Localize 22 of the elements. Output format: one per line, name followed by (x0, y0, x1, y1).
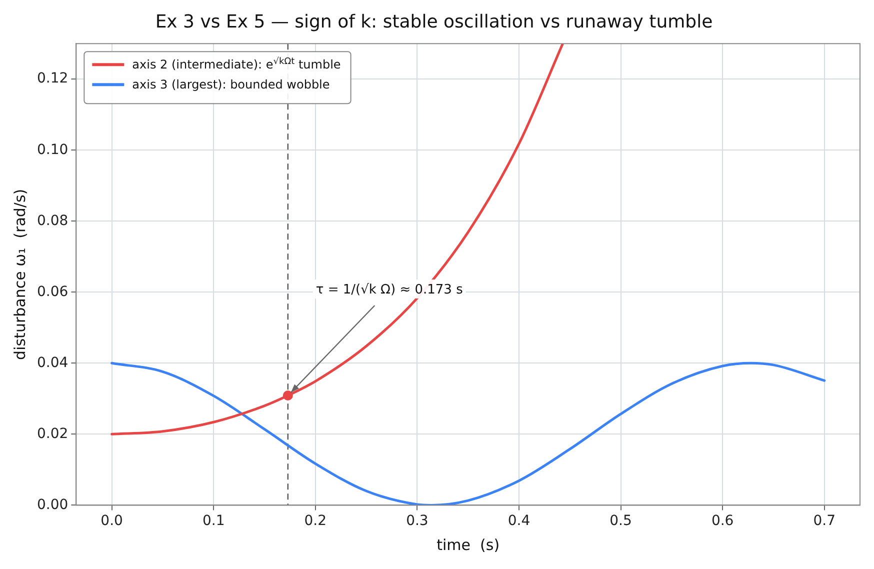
line-series (110, 362, 826, 506)
y-tick-label: 0.00 (37, 496, 68, 513)
x-tick-label: 0.4 (508, 513, 530, 530)
x-tick-label: 0.3 (406, 513, 428, 530)
chart-title: Ex 3 vs Ex 5 — sign of k: stable oscillation vs runaway tumble (155, 11, 713, 32)
x-axis-title: time (s) (436, 536, 500, 554)
y-tick-label: 0.04 (37, 354, 68, 371)
x-tick-label: 0.1 (202, 513, 225, 530)
x-tick-label: 0.7 (813, 513, 836, 530)
y-tick-label: 0.08 (37, 212, 68, 229)
y-tick-label: 0.12 (37, 70, 68, 87)
line-series (110, 44, 564, 436)
y-tick-label: 0.10 (37, 142, 68, 158)
y-tick-label: 0.02 (37, 426, 68, 442)
annotation: τ = 1/(√k Ω) ≈ 0.173 s (316, 282, 464, 298)
x-tick-label: 0.0 (100, 513, 123, 530)
legend-label: axis 3 (largest): bounded wobble (132, 78, 330, 92)
x-tick-label: 0.6 (711, 513, 734, 530)
x-tick-label: 0.5 (610, 513, 632, 530)
y-axis-title: disturbance ω₁ (rad/s) (10, 188, 29, 360)
y-tick-label: 0.06 (37, 284, 68, 300)
x-tick-label: 0.2 (304, 513, 327, 530)
